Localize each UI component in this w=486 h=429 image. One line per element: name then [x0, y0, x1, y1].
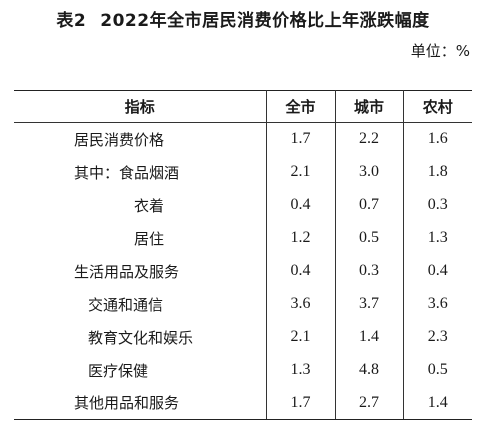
value-city-total: 2.1: [265, 320, 336, 354]
header-urban: 城市: [334, 90, 404, 123]
value-urban: 2.2: [334, 122, 404, 156]
value-city-total: 0.4: [265, 188, 336, 222]
value-rural: 0.5: [402, 353, 472, 387]
value-urban: 1.4: [334, 320, 404, 354]
row-label: 居民消费价格: [14, 122, 267, 156]
table-row: 居住 1.2 0.5 1.3: [14, 221, 472, 255]
value-urban: 0.5: [334, 221, 404, 255]
table-row: 生活用品及服务 0.4 0.3 0.4: [14, 254, 472, 288]
value-urban: 3.7: [334, 287, 404, 321]
value-urban: 4.8: [334, 353, 404, 387]
table-row: 衣着 0.4 0.7 0.3: [14, 188, 472, 222]
table-title: 表2 2022年全市居民消费价格比上年涨跌幅度: [0, 6, 486, 31]
value-city-total: 1.2: [265, 221, 336, 255]
header-city-total: 全市: [265, 90, 336, 123]
table-row: 其他用品和服务 1.7 2.7 1.4: [14, 386, 472, 420]
value-rural: 1.4: [402, 386, 472, 420]
table-row: 居民消费价格 1.7 2.2 1.6: [14, 122, 472, 156]
table-row: 医疗保健 1.3 4.8 0.5: [14, 353, 472, 387]
row-label: 生活用品及服务: [14, 254, 267, 288]
row-label: 其中：食品烟酒: [14, 155, 267, 189]
header-rural: 农村: [402, 90, 472, 123]
table-row: 其中：食品烟酒 2.1 3.0 1.8: [14, 155, 472, 189]
header-indicator: 指标: [14, 90, 267, 123]
table-row: 教育文化和娱乐 2.1 1.4 2.3: [14, 320, 472, 354]
row-label: 教育文化和娱乐: [14, 320, 267, 354]
value-urban: 0.7: [334, 188, 404, 222]
table-row: 交通和通信 3.6 3.7 3.6: [14, 287, 472, 321]
value-city-total: 0.4: [265, 254, 336, 288]
value-city-total: 1.7: [265, 386, 336, 420]
table-number: 表2: [56, 11, 87, 31]
value-rural: 2.3: [402, 320, 472, 354]
value-urban: 2.7: [334, 386, 404, 420]
row-label: 居住: [14, 221, 267, 255]
value-rural: 0.4: [402, 254, 472, 288]
value-city-total: 2.1: [265, 155, 336, 189]
value-city-total: 1.3: [265, 353, 336, 387]
value-rural: 1.6: [402, 122, 472, 156]
value-rural: 1.8: [402, 155, 472, 189]
row-label: 其他用品和服务: [14, 386, 267, 420]
row-label: 衣着: [14, 188, 267, 222]
table-header-row: 指标 全市 城市 农村: [14, 90, 472, 123]
unit-label: 单位：%: [410, 42, 470, 60]
value-urban: 0.3: [334, 254, 404, 288]
value-rural: 3.6: [402, 287, 472, 321]
cpi-table: 指标 全市 城市 农村 居民消费价格 1.7 2.2 1.6 其中：食品烟酒 2.1 3.0…: [14, 90, 472, 420]
value-rural: 1.3: [402, 221, 472, 255]
value-urban: 3.0: [334, 155, 404, 189]
row-label: 医疗保健: [14, 353, 267, 387]
value-city-total: 1.7: [265, 122, 336, 156]
row-label: 交通和通信: [14, 287, 267, 321]
value-rural: 0.3: [402, 188, 472, 222]
value-city-total: 3.6: [265, 287, 336, 321]
table-title-text: 2022年全市居民消费价格比上年涨跌幅度: [100, 11, 430, 31]
